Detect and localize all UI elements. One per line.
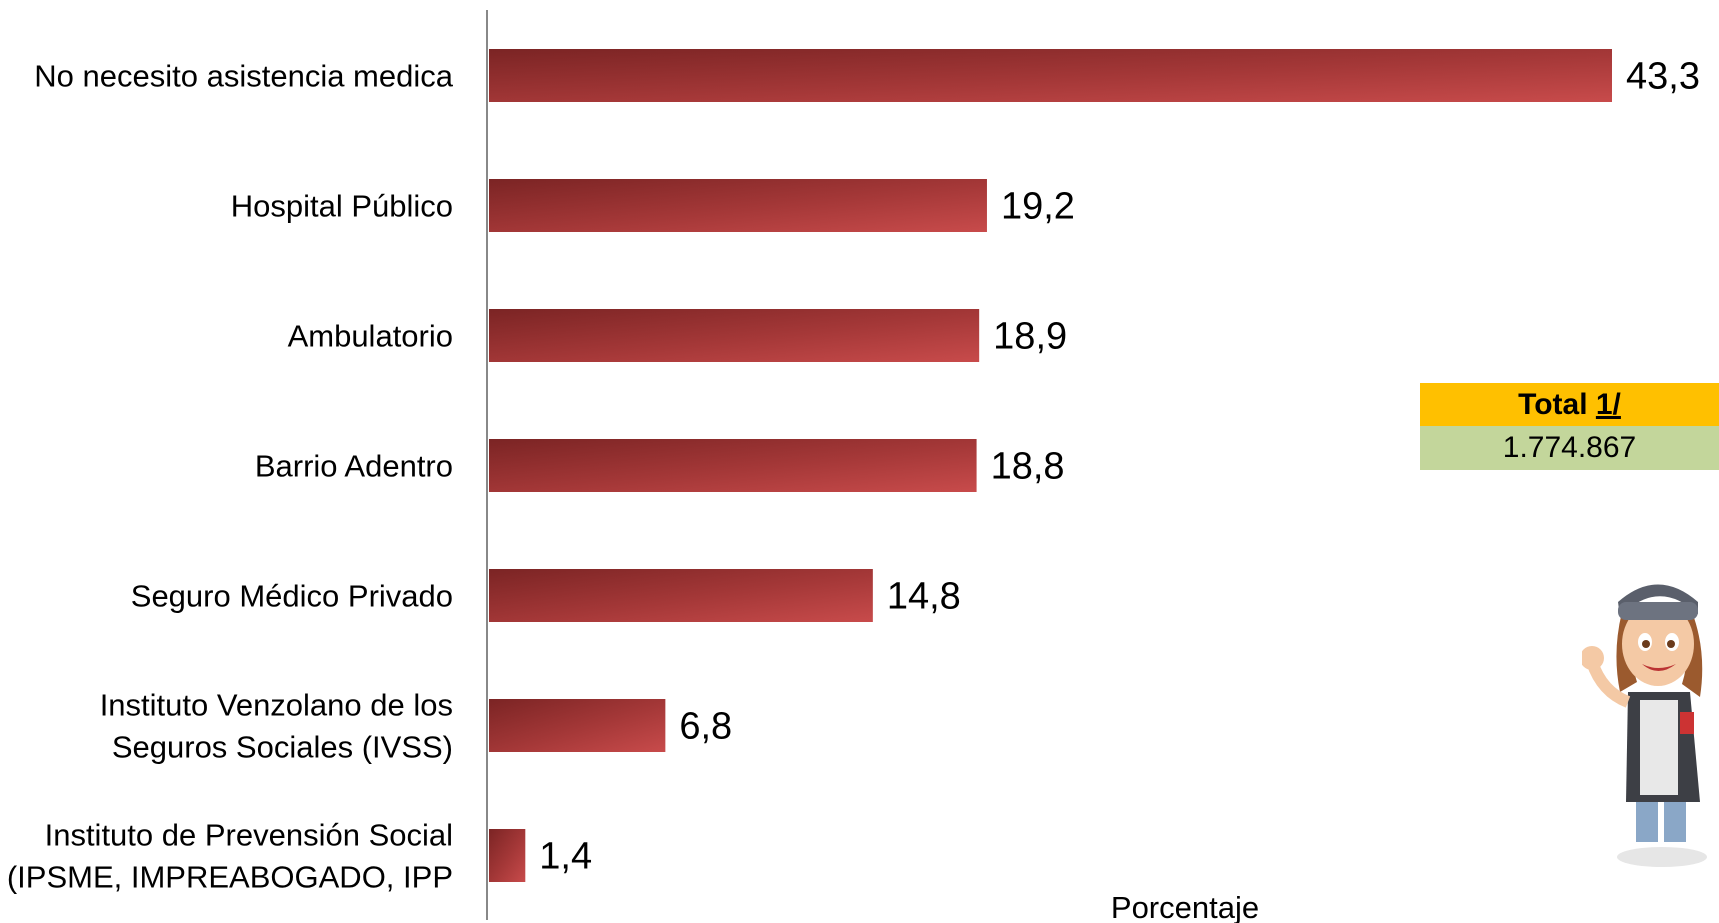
total-label: Total	[1518, 388, 1588, 421]
category-label: No necesito asistencia medica	[34, 59, 453, 94]
bar-value-label: 18,9	[993, 316, 1067, 358]
bar-value-label: 43,3	[1626, 56, 1700, 98]
total-box: Total 1/ 1.774.867	[1420, 383, 1719, 470]
category-label: Instituto de Prevensión Social (IPSME, IM…	[7, 818, 453, 895]
bar	[489, 309, 980, 362]
category-label: Ambulatorio	[288, 319, 453, 354]
census-worker-mascot-icon	[1582, 584, 1707, 867]
total-footnote: 1/	[1595, 388, 1621, 421]
total-header: Total 1/	[1420, 383, 1719, 426]
bar-value-label: 1,4	[539, 836, 592, 878]
bar	[489, 179, 987, 232]
bar-value-label: 14,8	[887, 576, 961, 618]
bar	[489, 49, 1612, 102]
category-label: Seguro Médico Privado	[131, 579, 453, 614]
category-label: Instituto Venzolano de los Seguros Social…	[100, 688, 453, 765]
total-value: 1.774.867	[1420, 426, 1719, 470]
category-label: Barrio Adentro	[255, 449, 453, 484]
category-label: Hospital Público	[231, 189, 453, 224]
x-axis-title: Porcentaje	[1111, 890, 1259, 923]
bar-value-label: 18,8	[991, 446, 1065, 488]
bar-value-label: 19,2	[1001, 186, 1075, 228]
bar	[489, 829, 526, 882]
bar	[489, 699, 666, 752]
bar	[489, 439, 977, 492]
bar-value-label: 6,8	[679, 706, 732, 748]
bar	[489, 569, 873, 622]
